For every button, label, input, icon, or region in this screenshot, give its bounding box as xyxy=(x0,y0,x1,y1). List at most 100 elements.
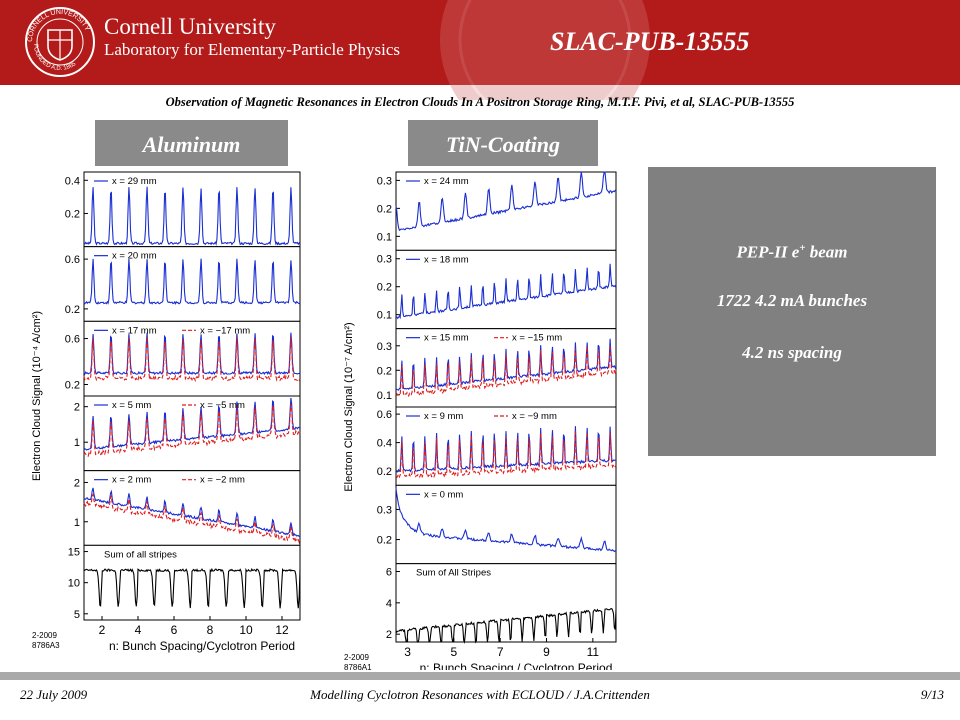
x-tick-label: 4 xyxy=(135,623,142,637)
y-tick-label: 0.3 xyxy=(377,504,392,516)
y-tick-label: 0.6 xyxy=(377,409,392,421)
series-line xyxy=(83,487,301,538)
y-tick-label: 1 xyxy=(74,437,80,449)
y-tick-label: 0.2 xyxy=(65,304,80,316)
beam-line: PEP-II e+ beam xyxy=(648,242,936,263)
y-tick-label: 0.1 xyxy=(377,390,392,402)
y-tick-label: 15 xyxy=(68,547,80,559)
medal-watermark-icon xyxy=(440,0,650,100)
y-tick-label: 2 xyxy=(74,402,80,414)
y-tick-label: 2 xyxy=(386,629,392,641)
legend-label: Sum of all stripes xyxy=(104,549,177,560)
y-tick-label: 1 xyxy=(74,517,80,529)
x-tick-label: 7 xyxy=(497,645,504,659)
beam-sup: + xyxy=(799,242,806,254)
y-tick-label: 0.2 xyxy=(377,466,392,478)
subplot-frame xyxy=(83,171,301,248)
figure-id: 2-2009 xyxy=(344,653,369,662)
series-line xyxy=(83,332,301,376)
publication-id: SLAC-PUB-13555 xyxy=(550,27,750,56)
x-tick-label: 3 xyxy=(404,645,411,659)
university-name: Cornell University xyxy=(104,14,276,39)
series-line xyxy=(83,397,301,451)
legend-label: Sum of All Stripes xyxy=(416,568,491,579)
y-tick-label: 0.2 xyxy=(377,203,392,215)
legend-label: x = 24 mm xyxy=(424,176,469,187)
y-tick-label: 0.2 xyxy=(65,380,80,392)
series-line xyxy=(395,263,617,320)
beam-tail: beam xyxy=(805,242,848,262)
x-tick-label: 12 xyxy=(275,623,289,637)
cornell-seal-icon: CORNELL UNIVERSITY FOUNDED A.D. 1865 xyxy=(25,7,95,77)
legend-label: x = 20 mm xyxy=(112,251,157,262)
y-tick-label: 10 xyxy=(68,578,80,590)
series-line xyxy=(83,567,301,609)
y-tick-label: 0.2 xyxy=(65,208,80,220)
y-tick-label: 0.3 xyxy=(377,341,392,353)
subplot-frame xyxy=(395,328,617,408)
series-line xyxy=(395,171,617,232)
legend-label: x = 9 mm xyxy=(424,411,463,422)
aluminum-figure: 0.2 0.4 x = 29 mm 0.2 0.6 x = 20 mm 0.2 0.6 x = … xyxy=(31,171,301,653)
y-tick-label: 0.3 xyxy=(377,175,392,187)
y-tick-label: 0.2 xyxy=(377,535,392,547)
legend-label: x = −5 mm xyxy=(200,400,245,411)
series-line xyxy=(83,186,301,247)
y-tick-label: 0.2 xyxy=(377,365,392,377)
y-axis-label: Electron Cloud Signal (10⁻⁴ A/cm²) xyxy=(31,311,43,481)
series-line-dashed xyxy=(395,345,617,397)
y-tick-label: 0.6 xyxy=(65,334,80,346)
x-tick-label: 10 xyxy=(239,623,253,637)
figure-id: 8786A3 xyxy=(32,641,60,650)
tin-coating-figure: 0.1 0.2 0.3 x = 24 mm 0.1 0.2 0.3 x = 18 mm 0.1 0… xyxy=(343,171,617,670)
y-tick-label: 4 xyxy=(386,598,392,610)
series-line xyxy=(395,338,617,391)
legend-label: x = −17 mm xyxy=(200,325,250,336)
series-line-dashed xyxy=(395,430,617,479)
y-tick-label: 0.1 xyxy=(377,231,392,243)
legend-label: x = −15 mm xyxy=(512,333,562,344)
x-tick-label: 11 xyxy=(587,645,600,659)
x-axis-label: n: Bunch Spacing/Cyclotron Period xyxy=(109,639,295,653)
y-tick-label: 0.2 xyxy=(377,282,392,294)
y-tick-label: 0.3 xyxy=(377,254,392,266)
bunches-line: 1722 4.2 mA bunches xyxy=(716,291,868,310)
header-banner: CORNELL UNIVERSITY FOUNDED A.D. 1865 Cor… xyxy=(0,0,960,100)
figure-id: 8786A1 xyxy=(344,663,372,670)
footer-date: 22 July 2009 xyxy=(20,687,88,702)
y-tick-label: 0.4 xyxy=(65,175,80,187)
series-line xyxy=(395,608,617,644)
footer-title: Modelling Cyclotron Resonances with ECLO… xyxy=(310,687,650,702)
subplot-frame xyxy=(395,484,617,565)
y-tick-label: 2 xyxy=(74,477,80,489)
legend-label: x = 2 mm xyxy=(112,475,151,486)
legend-label: x = 5 mm xyxy=(112,400,151,411)
legend-label: x = 18 mm xyxy=(424,254,469,265)
series-line-dashed xyxy=(83,336,301,383)
legend-label: x = 29 mm xyxy=(112,176,157,187)
legend-label: x = 0 mm xyxy=(424,489,463,500)
x-tick-label: 9 xyxy=(543,645,550,659)
laboratory-name: Laboratory for Elementary-Particle Physi… xyxy=(104,40,400,59)
footer-page: 9/13 xyxy=(920,687,944,702)
legend-label: x = 17 mm xyxy=(112,325,157,336)
beam-main: PEP-II e xyxy=(736,242,800,262)
spacing-line: 4.2 ns spacing xyxy=(742,343,842,362)
subplot-frame xyxy=(395,249,617,330)
aluminum-label: Aluminum xyxy=(95,120,288,166)
series-line-dashed xyxy=(83,403,301,457)
legend-label: x = −9 mm xyxy=(512,411,557,422)
series-line xyxy=(83,258,301,306)
seal-text: CORNELL UNIVERSITY xyxy=(27,9,91,42)
subplot-frame xyxy=(83,246,301,322)
svg-text:CORNELL UNIVERSITY: CORNELL UNIVERSITY xyxy=(27,9,91,42)
x-tick-label: 6 xyxy=(171,623,178,637)
series-line xyxy=(395,426,616,473)
slide-subtitle: Observation of Magnetic Resonances in El… xyxy=(165,95,795,109)
series-line-dashed xyxy=(83,493,301,544)
y-tick-label: 0.4 xyxy=(377,438,392,450)
x-tick-label: 5 xyxy=(451,645,458,659)
x-tick-label: 8 xyxy=(207,623,214,637)
subplot-frame xyxy=(83,320,301,397)
tin-coating-label: TiN-Coating xyxy=(408,120,598,166)
